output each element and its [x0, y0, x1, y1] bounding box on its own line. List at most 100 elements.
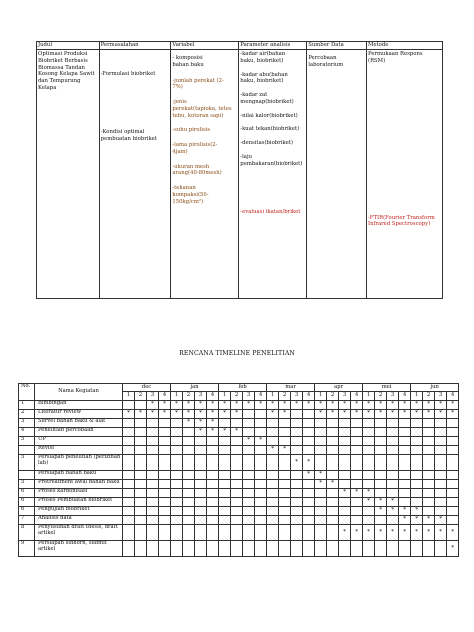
timeline-week-cell: [183, 455, 195, 471]
timeline-week-cell: *: [315, 471, 327, 480]
schedule-star-mark: *: [451, 545, 454, 551]
timeline-week-cell: [279, 516, 291, 525]
timeline-week-cell: *: [423, 516, 435, 525]
schedule-star-mark: *: [451, 529, 454, 535]
timeline-week-cell: [435, 541, 447, 557]
timeline-week-cell: [195, 455, 207, 471]
timeline-row: 6 Proses Pembuatan biobriket * * *: [19, 498, 459, 507]
timeline-week-cell: [171, 541, 183, 557]
timeline-week-number: 1: [267, 392, 279, 401]
timeline-week-cell: *: [219, 410, 231, 419]
timeline-week-cell: [255, 471, 267, 480]
schedule-star-mark: *: [439, 401, 442, 407]
timeline-week-cell: [243, 525, 255, 541]
timeline-week-cell: [315, 446, 327, 455]
timeline-week-cell: [219, 471, 231, 480]
parameter-item: -kadar air(bahan baku, biobriket): [240, 51, 296, 65]
timeline-week-cell: [183, 446, 195, 455]
timeline-week-cell: *: [363, 489, 375, 498]
timeline-week-cell: [435, 455, 447, 471]
timeline-week-cell: [207, 516, 219, 525]
timeline-week-number: 4: [303, 392, 315, 401]
schedule-star-mark: *: [199, 419, 202, 425]
schedule-star-mark: *: [343, 529, 346, 535]
timeline-week-cell: *: [303, 401, 315, 410]
timeline-week-cell: *: [255, 401, 267, 410]
timeline-week-cell: *: [351, 401, 363, 410]
timeline-week-cell: [447, 516, 459, 525]
timeline-week-cell: [303, 428, 315, 437]
timeline-week-cell: [339, 507, 351, 516]
timeline-week-cell: [147, 446, 159, 455]
schedule-star-mark: *: [307, 459, 310, 465]
timeline-week-cell: [207, 498, 219, 507]
timeline-week-cell: [195, 480, 207, 489]
timeline-week-cell: *: [303, 455, 315, 471]
timeline-week-cell: [279, 455, 291, 471]
timeline-week-cell: [315, 455, 327, 471]
parameter-item: -kadar abu(bahan baku, biobriket): [240, 72, 296, 86]
timeline-week-cell: [351, 428, 363, 437]
timeline-week-cell: [303, 489, 315, 498]
timeline-row: 3 Survei bahan baku & alat * * *: [19, 419, 459, 428]
timeline-week-number: 1: [171, 392, 183, 401]
timeline-week-cell: [327, 446, 339, 455]
timeline-week-cell: *: [183, 401, 195, 410]
timeline-week-cell: [159, 471, 171, 480]
timeline-row: 5 Persiapan penelitian (perizinan lab) * *: [19, 455, 459, 471]
timeline-row-no: 5: [19, 437, 35, 446]
timeline-week-cell: [195, 471, 207, 480]
timeline-week-cell: [207, 455, 219, 471]
timeline-week-cell: [375, 541, 387, 557]
timeline-week-cell: [135, 446, 147, 455]
timeline-week-cell: [291, 428, 303, 437]
schedule-star-mark: *: [163, 401, 166, 407]
timeline-week-cell: [207, 489, 219, 498]
timeline-week-cell: [135, 471, 147, 480]
timeline-week-cell: [279, 525, 291, 541]
timeline-week-cell: [171, 455, 183, 471]
timeline-row-no: 6: [19, 507, 35, 516]
timeline-week-cell: *: [423, 525, 435, 541]
timeline-week-cell: [207, 507, 219, 516]
timeline-week-cell: [327, 455, 339, 471]
timeline-week-cell: *: [147, 401, 159, 410]
timeline-week-cell: [147, 455, 159, 471]
schedule-star-mark: *: [223, 401, 226, 407]
timeline-week-cell: [207, 446, 219, 455]
timeline-week-cell: [243, 480, 255, 489]
timeline-week-cell: [387, 437, 399, 446]
timeline-week-cell: *: [207, 419, 219, 428]
timeline-week-cell: [315, 525, 327, 541]
timeline-week-number: 1: [411, 392, 423, 401]
judul-line: Biomassa Tandan: [38, 65, 98, 72]
schedule-star-mark: *: [187, 419, 190, 425]
timeline-week-cell: *: [183, 410, 195, 419]
timeline-week-cell: [267, 419, 279, 428]
timeline-week-number: 3: [195, 392, 207, 401]
schedule-star-mark: *: [391, 507, 394, 513]
schedule-star-mark: *: [379, 410, 382, 416]
timeline-week-cell: [255, 480, 267, 489]
schedule-star-mark: *: [235, 401, 238, 407]
schedule-star-mark: *: [415, 410, 418, 416]
timeline-row: 4 Penelitian percobaan * * * *: [19, 428, 459, 437]
schedule-star-mark: *: [403, 401, 406, 407]
schedule-star-mark: *: [379, 529, 382, 535]
schedule-star-mark: *: [379, 498, 382, 504]
timeline-row-activity: Literatur review: [35, 410, 123, 419]
timeline-week-cell: [279, 437, 291, 446]
timeline-week-cell: [387, 471, 399, 480]
timeline-week-cell: *: [159, 401, 171, 410]
schedule-star-mark: *: [451, 401, 454, 407]
timeline-week-cell: [351, 455, 363, 471]
timeline-week-cell: [171, 428, 183, 437]
timeline-week-cell: [375, 437, 387, 446]
timeline-week-cell: [159, 516, 171, 525]
timeline-week-cell: [159, 419, 171, 428]
schedule-star-mark: *: [223, 410, 226, 416]
timeline-week-cell: [339, 480, 351, 489]
schedule-star-mark: *: [211, 428, 214, 434]
schedule-star-mark: *: [391, 401, 394, 407]
timeline-week-cell: [363, 446, 375, 455]
